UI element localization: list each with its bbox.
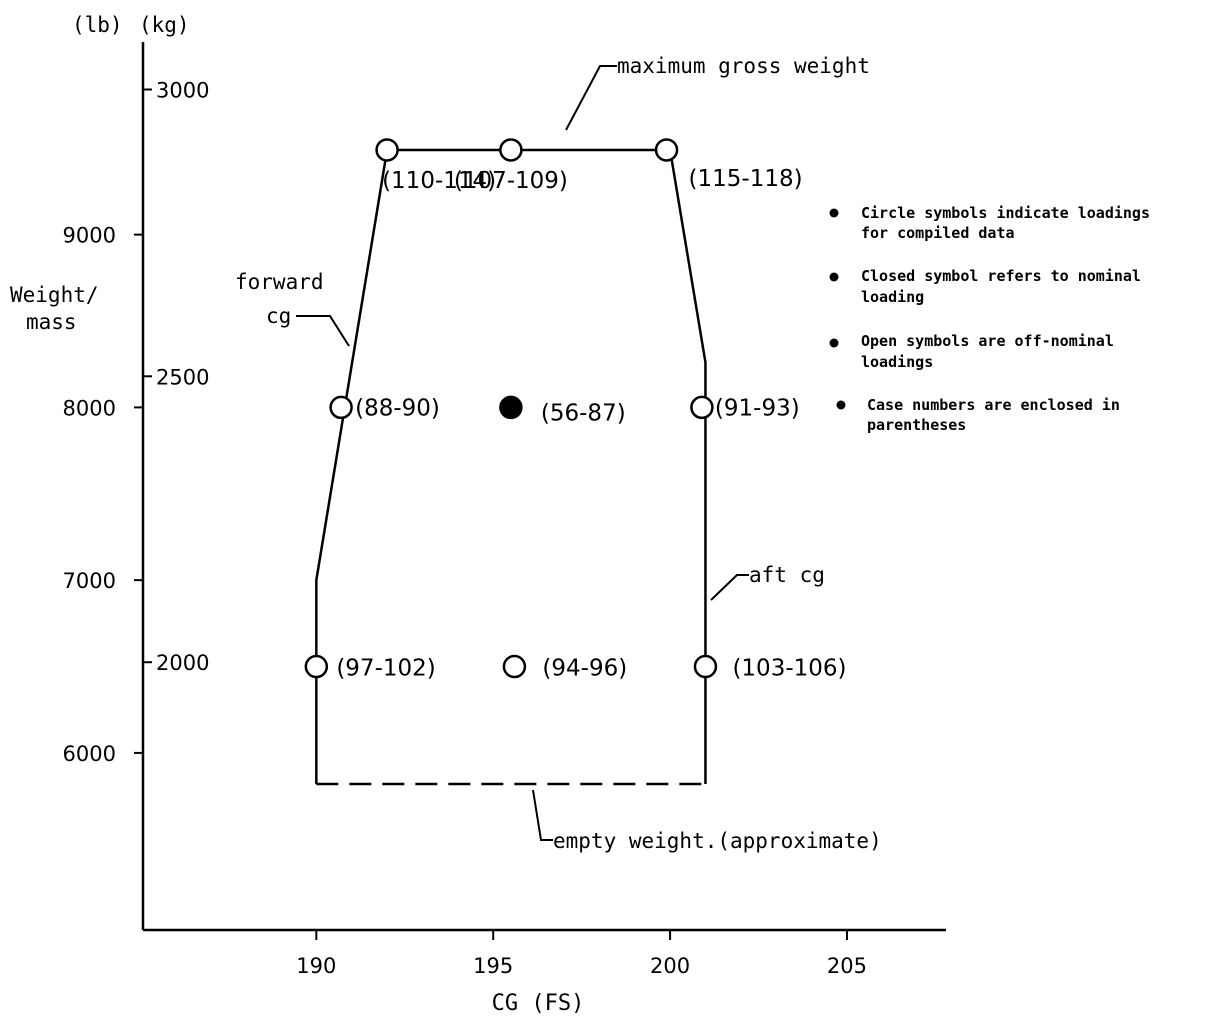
annotation-max-gross-weight: maximum gross weight — [617, 54, 870, 78]
data-point-label-5: (56-87) — [541, 400, 626, 426]
envelope-layer — [315, 148, 707, 786]
x-tick-label-195: 195 — [473, 954, 513, 978]
y-lb-tick-label-7000: 7000 — [63, 569, 116, 593]
data-point-5 — [499, 395, 523, 420]
data-point-3 — [654, 138, 679, 162]
max-gross-leader — [565, 65, 617, 131]
x-tick-label-205: 205 — [827, 954, 867, 978]
x-tick-label-190: 190 — [296, 954, 336, 978]
data-point-8 — [502, 654, 527, 679]
data-point-label-1: (110-114) — [382, 168, 496, 194]
legend-item-3-line1: Open symbols are off-nominal — [861, 332, 1114, 350]
y-unit-kg: (kg) — [139, 13, 190, 37]
points-layer: (110-114)(107-109) (115-118) (88-90) (56-87… — [304, 138, 847, 682]
legend: Circle symbols indicate loadings for com… — [829, 204, 1150, 434]
annotation-forward-cg-2: cg — [266, 304, 291, 328]
annotation-forward-cg: forward — [235, 270, 324, 294]
data-point-label-6: (91-93) — [715, 395, 800, 421]
x-tick-label-200: 200 — [650, 954, 690, 978]
legend-bullet-1 — [829, 208, 839, 218]
y-axis-label-line2: mass — [26, 310, 77, 334]
y-unit-lb: (lb) — [72, 13, 123, 37]
forward-cg-leader — [296, 315, 350, 347]
data-point-7 — [304, 654, 329, 679]
data-point-6 — [690, 395, 714, 420]
legend-item-1-line1: Circle symbols indicate loadings — [861, 204, 1150, 222]
empty-weight-leader — [532, 789, 553, 841]
legend-bullet-3 — [829, 338, 839, 348]
data-point-4 — [329, 395, 353, 420]
legend-item-4-line2: parentheses — [867, 416, 966, 434]
annotation-empty-weight: empty weight.(approximate) — [553, 829, 882, 853]
data-point-1 — [375, 138, 399, 162]
data-point-2 — [499, 138, 523, 162]
y-lb-tick-label-9000: 9000 — [63, 224, 116, 248]
legend-item-4-line1: Case numbers are enclosed in — [867, 396, 1120, 414]
y-kg-tick-label-3000: 3000 — [156, 79, 209, 103]
legend-item-2-line2: loading — [861, 288, 924, 306]
data-point-label-9: (103-106) — [732, 656, 846, 682]
y-kg-tick-label-2500: 2500 — [156, 365, 209, 389]
envelope-solid — [315, 148, 707, 785]
legend-bullet-4 — [836, 400, 846, 410]
legend-bullet-2 — [829, 272, 839, 282]
data-point-label-4: (88-90) — [355, 395, 440, 421]
data-point-label-3: (115-118) — [689, 166, 803, 192]
legend-item-1-line2: for compiled data — [861, 224, 1015, 242]
aft-cg-leader — [710, 574, 749, 601]
x-axis-label: CG (FS) — [492, 991, 585, 1016]
y-axis-label-line1: Weight/ — [10, 283, 99, 307]
y-lb-tick-label-8000: 8000 — [63, 396, 116, 420]
data-point-label-7: (97-102) — [336, 656, 435, 682]
y-kg-tick-label-2000: 2000 — [156, 651, 209, 675]
legend-item-3-line2: loadings — [861, 353, 933, 371]
y-lb-tick-label-6000: 6000 — [63, 742, 116, 766]
data-point-label-8: (94-96) — [542, 656, 627, 682]
tick-layer: 190 195 200 205 6000 7000 8000 9000 2000 2500 3000 — [63, 79, 867, 978]
annotation-aft-cg: aft cg — [749, 563, 825, 587]
data-point-label-2: (107-109) — [454, 168, 568, 194]
data-point-9 — [693, 654, 718, 679]
legend-item-2-line1: Closed symbol refers to nominal — [861, 267, 1141, 285]
